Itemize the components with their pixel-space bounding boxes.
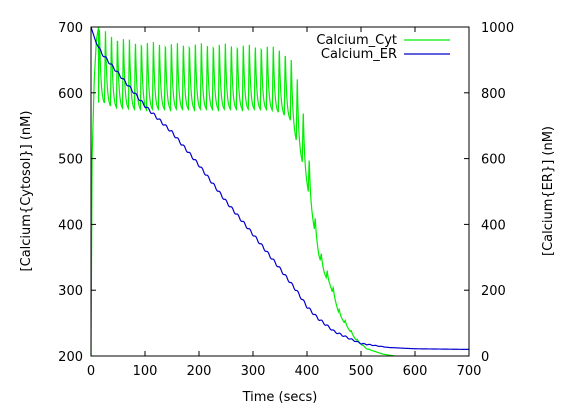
right-y-tick-label-800: 800 [481, 87, 506, 102]
legend-label-calcium-cyt: Calcium_Cyt [316, 33, 397, 48]
left-y-tick-label-300: 300 [58, 284, 83, 299]
series-line-calcium-cyt [90, 26, 395, 357]
x-tick-label-300: 300 [241, 364, 266, 379]
left-y-tick-label-400: 400 [58, 218, 83, 233]
left-y-axis-label: [Calcium{Cytosol}] (nM) [19, 111, 34, 272]
right-y-tick-label-0: 0 [481, 350, 489, 365]
legend: Calcium_Cyt Calcium_ER [316, 33, 450, 62]
right-y-tick-label-1000: 1000 [481, 21, 514, 36]
right-y-tick-label-400: 400 [481, 218, 506, 233]
left-y-tick-label-700: 700 [58, 21, 83, 36]
x-tick-label-700: 700 [457, 364, 482, 379]
x-tick-label-100: 100 [133, 364, 158, 379]
left-y-tick-label-200: 200 [58, 350, 83, 365]
right-y-tick-label-200: 200 [481, 284, 506, 299]
x-axis-label: Time (secs) [242, 390, 318, 405]
legend-label-calcium-er: Calcium_ER [321, 47, 397, 62]
right-y-tick-label-600: 600 [481, 153, 506, 168]
plot-frame [90, 26, 470, 357]
x-tick-label-0: 0 [87, 364, 95, 379]
x-tick-label-200: 200 [187, 364, 212, 379]
left-y-tick-label-500: 500 [58, 153, 83, 168]
x-tick-label-600: 600 [403, 364, 428, 379]
x-axis-ticks: 0 100 200 300 400 500 600 700 [87, 27, 482, 379]
plot-lines [90, 26, 469, 357]
series-line-calcium-er [90, 26, 469, 351]
left-y-axis-ticks: 200 300 400 500 600 700 [58, 21, 96, 365]
x-tick-label-400: 400 [295, 364, 320, 379]
left-y-tick-label-600: 600 [58, 87, 83, 102]
right-y-axis-ticks: 0 200 400 600 800 1000 [464, 21, 514, 365]
right-y-axis-label: [Calcium{ER}] (nM) [541, 126, 556, 256]
x-tick-label-500: 500 [349, 364, 374, 379]
